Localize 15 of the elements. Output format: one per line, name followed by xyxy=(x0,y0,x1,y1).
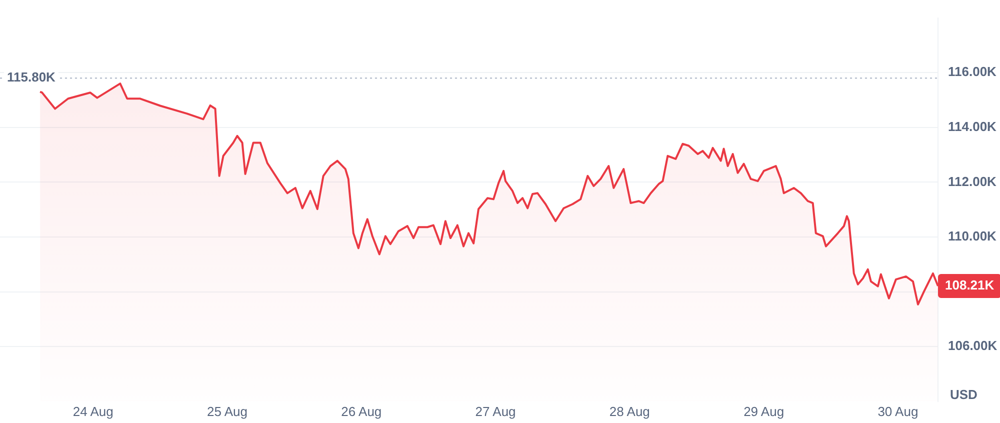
y-tick-label: 114.00K xyxy=(948,118,998,134)
x-tick-label: 30 Aug xyxy=(878,404,918,419)
annotation: 108.21K xyxy=(945,278,995,293)
y-axis-title: USD xyxy=(950,386,978,402)
y-tick-label: 106.00K xyxy=(948,338,998,354)
x-tick-label: 29 Aug xyxy=(744,404,784,419)
x-tick-label: 26 Aug xyxy=(341,404,382,419)
x-tick-label: 27 Aug xyxy=(475,404,516,419)
x-tick-label: 25 Aug xyxy=(207,404,248,419)
x-tick-label: 24 Aug xyxy=(72,404,114,419)
ref-line-label: 115.80K xyxy=(7,70,56,85)
x-tick-label: 28 Aug xyxy=(609,404,650,419)
y-tick-label: 110.00K xyxy=(948,228,998,244)
y-tick-label: 112.00K xyxy=(948,174,998,189)
y-tick-label: 116.00K xyxy=(948,64,998,80)
